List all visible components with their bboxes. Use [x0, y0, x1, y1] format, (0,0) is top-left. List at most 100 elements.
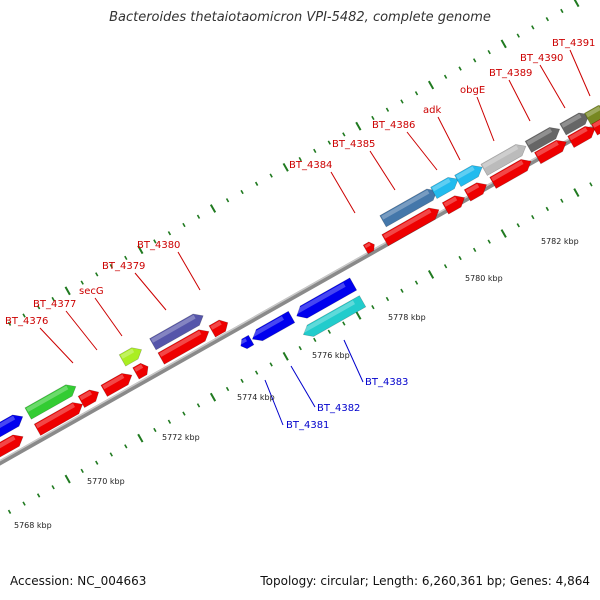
- tick-mark: [400, 99, 404, 104]
- gene-bt4389[interactable]: [524, 127, 561, 153]
- gene-bt4383-a[interactable]: [294, 277, 358, 319]
- tick-mark: [472, 247, 477, 252]
- cds-bt4380[interactable]: [208, 319, 229, 338]
- accession-text: Accession: NC_004663: [10, 574, 147, 588]
- gene-label-bt4384[interactable]: BT_4384: [289, 160, 332, 171]
- tick-mark: [282, 162, 289, 172]
- leader-line: [369, 150, 396, 191]
- tick-mark: [531, 214, 535, 220]
- tick-mark: [516, 223, 520, 228]
- gene-label-bt4381[interactable]: BT_4381: [286, 420, 329, 431]
- tick-mark: [7, 321, 12, 326]
- gene-bt4385[interactable]: [379, 188, 438, 228]
- tick-mark: [427, 270, 435, 279]
- tick-mark: [196, 214, 201, 219]
- leader-line: [569, 49, 591, 97]
- tick-mark: [371, 115, 375, 121]
- tick-mark: [282, 351, 289, 361]
- gene-bt4390[interactable]: [559, 112, 590, 136]
- tick-mark: [400, 288, 404, 293]
- gene-bt4376[interactable]: [24, 384, 77, 420]
- forward-gene-labels: BT_4376 BT_4377 secG BT_4379 BT_4380 BT_…: [5, 38, 595, 327]
- gene-label-bt4377[interactable]: BT_4377: [33, 299, 76, 310]
- tick-mark: [167, 419, 172, 424]
- cds-bt4389[interactable]: [533, 139, 567, 165]
- gene-bt4383[interactable]: [301, 295, 367, 337]
- tick-mark: [225, 386, 230, 392]
- tick-mark: [458, 255, 462, 261]
- reverse-gene-labels: BT_4381 BT_4382 BT_4383: [286, 377, 408, 431]
- gene-bt4379[interactable]: [149, 313, 204, 351]
- leader-line: [65, 310, 98, 351]
- gene-label-bt4390[interactable]: BT_4390: [520, 53, 563, 64]
- tick-mark: [254, 181, 259, 186]
- gene-label-obge[interactable]: obgE: [460, 85, 485, 96]
- tick-mark: [22, 313, 26, 318]
- tick-mark: [182, 222, 186, 228]
- tick-track-inner: [7, 182, 593, 514]
- leader-line: [330, 171, 356, 214]
- tick-mark: [500, 39, 507, 49]
- tick-mark: [153, 239, 157, 244]
- tick-mark: [64, 474, 71, 484]
- gene-label-bt4385[interactable]: BT_4385: [332, 139, 375, 150]
- gene-bt4375[interactable]: [0, 414, 24, 439]
- cds-bt4379[interactable]: [157, 329, 210, 365]
- kbp-label-5782: 5782 kbp: [541, 237, 579, 246]
- gene-adk[interactable]: [454, 165, 483, 188]
- cds-bt4385[interactable]: [381, 207, 440, 247]
- cds-obge[interactable]: [489, 159, 532, 189]
- label-leader-lines: [39, 49, 591, 426]
- gene-label-secg[interactable]: secG: [79, 286, 104, 297]
- tick-mark: [327, 140, 331, 145]
- tick-mark: [560, 8, 564, 14]
- cds-bt4375[interactable]: [0, 434, 24, 458]
- tick-mark: [414, 91, 419, 96]
- cds-bt4377-a[interactable]: [77, 389, 100, 409]
- tick-mark: [80, 468, 84, 474]
- gene-label-bt4379[interactable]: BT_4379: [102, 261, 145, 272]
- gene-label-adk[interactable]: adk: [423, 105, 441, 116]
- leader-line: [94, 297, 123, 337]
- cds-bt4384[interactable]: [362, 241, 375, 255]
- gene-secg[interactable]: [118, 347, 143, 367]
- leader-line: [290, 365, 316, 408]
- cds-bt4390[interactable]: [567, 126, 596, 149]
- gene-obge[interactable]: [480, 144, 527, 176]
- gene-bt4391[interactable]: [583, 105, 600, 126]
- tick-mark: [254, 370, 259, 375]
- tick-mark: [64, 286, 71, 296]
- tick-mark: [327, 329, 331, 334]
- gene-label-bt4391[interactable]: BT_4391: [552, 38, 595, 49]
- cds-bt4386[interactable]: [441, 195, 466, 215]
- cds-adk[interactable]: [463, 182, 488, 202]
- gene-label-bt4383[interactable]: BT_4383: [365, 377, 408, 388]
- tick-mark: [36, 493, 41, 498]
- gene-label-bt4389[interactable]: BT_4389: [489, 68, 532, 79]
- tick-mark: [95, 460, 99, 465]
- gene-bt4381[interactable]: [239, 334, 255, 350]
- tick-mark: [109, 452, 113, 457]
- tick-mark: [209, 204, 217, 213]
- leader-line: [508, 79, 531, 122]
- tick-mark: [240, 189, 244, 195]
- gene-bt4386[interactable]: [430, 177, 459, 200]
- tick-mark: [269, 362, 273, 367]
- tick-mark: [500, 229, 507, 238]
- tick-mark: [51, 485, 55, 490]
- cds-secg[interactable]: [132, 362, 149, 380]
- tick-mark: [414, 280, 419, 285]
- gene-label-bt4380[interactable]: BT_4380: [137, 240, 180, 251]
- gene-label-bt4376[interactable]: BT_4376: [5, 316, 48, 327]
- leader-line: [437, 116, 461, 161]
- tick-mark: [531, 25, 535, 30]
- cds-bt4376[interactable]: [33, 402, 84, 436]
- tick-mark: [298, 156, 302, 162]
- tick-mark: [545, 17, 550, 22]
- cds-bt4377[interactable]: [100, 373, 133, 397]
- tick-mark: [196, 403, 201, 408]
- tick-mark: [458, 66, 462, 71]
- gene-label-bt4382[interactable]: BT_4382: [317, 403, 360, 414]
- gene-bt4382[interactable]: [250, 310, 296, 342]
- gene-label-bt4386[interactable]: BT_4386: [372, 120, 415, 131]
